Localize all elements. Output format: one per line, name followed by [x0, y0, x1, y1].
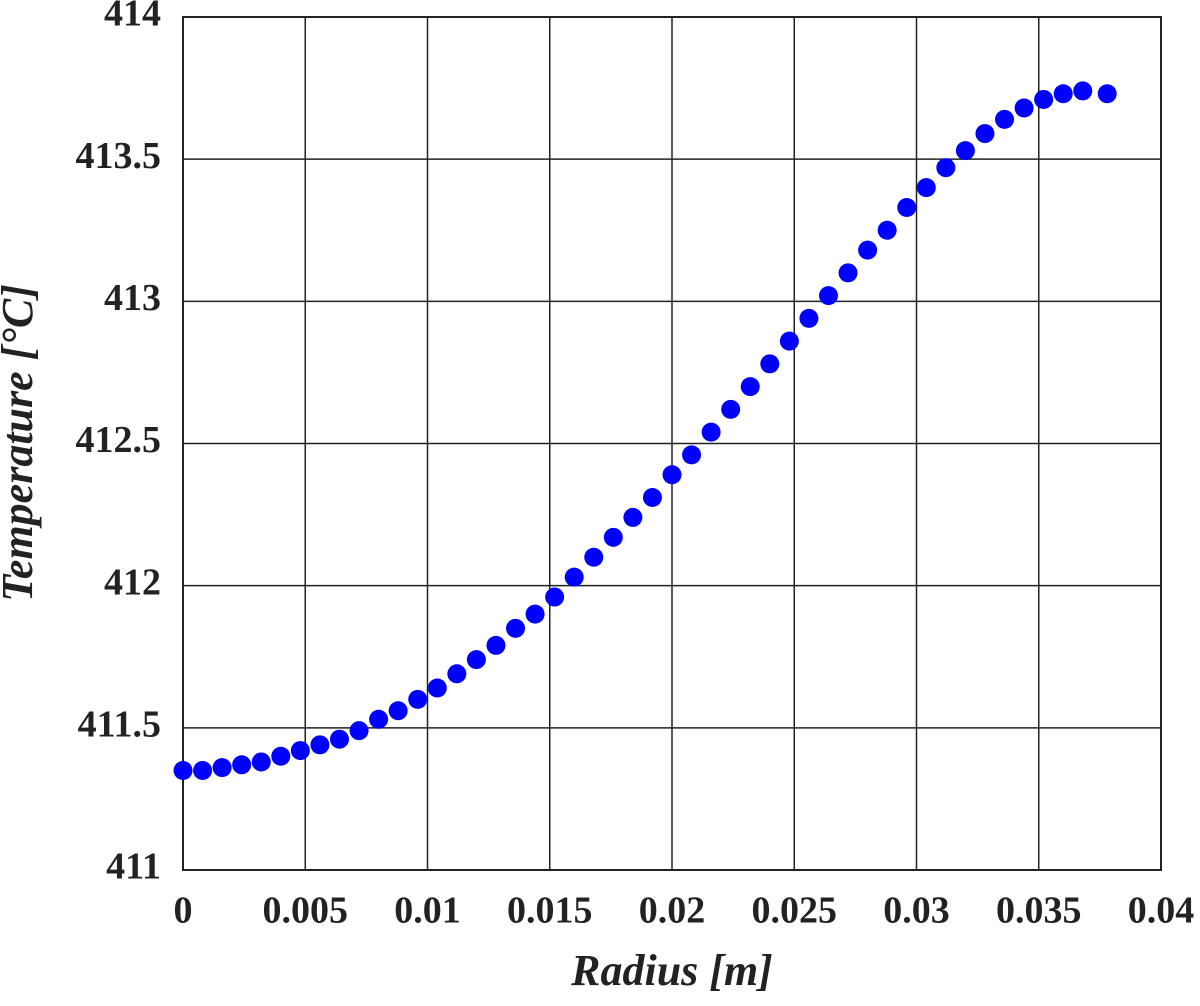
point — [740, 377, 760, 397]
y-tick-label: 411.5 — [78, 704, 161, 746]
point — [995, 109, 1015, 129]
x-tick-label: 0.035 — [996, 890, 1082, 932]
point — [447, 664, 467, 684]
point — [1053, 84, 1073, 104]
point — [936, 158, 956, 178]
point — [290, 741, 310, 761]
point — [466, 650, 486, 670]
point — [408, 689, 428, 709]
y-tick-label: 413.5 — [76, 135, 162, 177]
point — [369, 709, 389, 729]
x-tick-label: 0.015 — [507, 890, 593, 932]
point — [545, 587, 565, 607]
point — [525, 604, 545, 624]
point — [975, 124, 995, 144]
point — [271, 746, 291, 766]
x-axis-title: Radius [m] — [570, 946, 773, 995]
point — [486, 635, 506, 655]
point — [721, 399, 741, 419]
y-tick-label: 411 — [106, 846, 161, 888]
point — [838, 263, 858, 283]
point — [232, 755, 252, 775]
x-tick-label: 0.03 — [883, 890, 950, 932]
point — [682, 445, 702, 465]
point — [642, 488, 662, 508]
point — [603, 527, 623, 547]
point — [564, 567, 584, 587]
point — [251, 752, 271, 772]
x-tick-label: 0.005 — [263, 890, 349, 932]
point — [916, 178, 936, 198]
point — [955, 141, 975, 161]
point — [623, 507, 643, 527]
x-tick-label: 0 — [174, 890, 193, 932]
point — [1097, 84, 1117, 104]
y-tick-label: 413 — [104, 277, 161, 319]
point — [584, 547, 604, 567]
y-tick-label: 412 — [104, 561, 161, 603]
point — [818, 286, 838, 306]
x-tick-label: 0.02 — [639, 890, 706, 932]
point — [349, 721, 369, 741]
x-tick-label: 0.01 — [394, 890, 461, 932]
point — [858, 240, 878, 260]
point — [877, 220, 897, 240]
y-tick-label: 412.5 — [76, 419, 162, 461]
point — [897, 198, 917, 218]
point — [388, 701, 408, 721]
y-tick-label: 414 — [104, 0, 161, 35]
y-axis-title: Temperature [°C] — [0, 284, 42, 602]
point — [310, 735, 330, 755]
point — [779, 331, 799, 351]
plot-frame — [182, 16, 1162, 871]
x-tick-label: 0.025 — [752, 890, 838, 932]
point — [193, 760, 213, 780]
x-tick-label: 0.04 — [1128, 890, 1195, 932]
point — [173, 760, 193, 780]
point — [701, 422, 721, 442]
point — [1014, 98, 1034, 118]
point — [760, 354, 780, 374]
point — [662, 465, 682, 485]
point — [427, 678, 447, 698]
point — [212, 758, 232, 778]
point — [329, 729, 349, 749]
point — [799, 308, 819, 328]
point — [1034, 89, 1054, 109]
point — [1073, 81, 1093, 101]
point — [506, 618, 526, 638]
